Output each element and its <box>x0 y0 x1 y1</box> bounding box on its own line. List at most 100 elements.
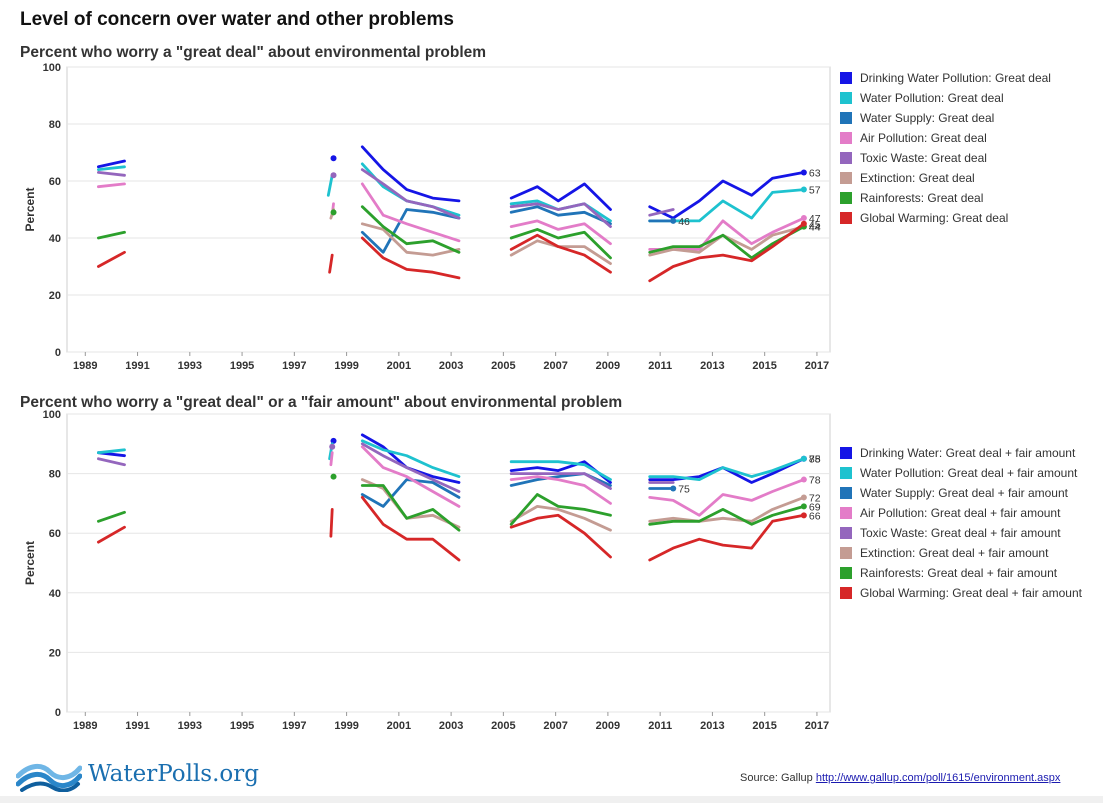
legend-swatch <box>840 467 852 479</box>
series-water-supply-great-deal-line <box>509 205 612 226</box>
series-air-pollution-great-deal-end-label: 47 <box>809 213 821 225</box>
y-tick-label: 0 <box>55 707 61 719</box>
legend-item-air-pollution-great-deal[interactable]: Air Pollution: Great deal <box>840 128 1051 148</box>
waterpolls-logo[interactable]: WaterPolls.org <box>16 756 259 792</box>
series-rainforests-great-deal-fair-amount-end-point <box>800 503 807 510</box>
legend-item-water-pollution-great-deal-fair-amount[interactable]: Water Pollution: Great deal + fair amoun… <box>840 463 1082 483</box>
series-global-warming-great-deal-line <box>97 250 126 268</box>
source-note: Source: Gallup http://www.gallup.com/pol… <box>740 772 1060 784</box>
legend-item-global-warming-great-deal[interactable]: Global Warming: Great deal <box>840 208 1051 228</box>
legend-swatch <box>840 72 852 84</box>
x-tick-label: 1997 <box>282 720 306 732</box>
x-tick-label: 2003 <box>439 720 463 732</box>
x-tick-label: 1989 <box>73 360 97 372</box>
legend-item-extinction-great-deal[interactable]: Extinction: Great deal <box>840 168 1051 188</box>
series-air-pollution-great-deal-line <box>509 219 612 246</box>
series-extinction-great-deal-end-label: 44 <box>809 222 821 234</box>
x-tick-label: 2009 <box>596 720 620 732</box>
legend-label: Air Pollution: Great deal <box>860 131 987 145</box>
legend-item-water-pollution-great-deal[interactable]: Water Pollution: Great deal <box>840 88 1051 108</box>
x-tick-label: 2015 <box>752 720 776 732</box>
series-global-warming-great-deal-fair-amount-end-label: 66 <box>809 510 821 522</box>
series-global-warming-great-deal-fair-amount-line <box>648 513 806 562</box>
legend-item-water-supply-great-deal[interactable]: Water Supply: Great deal <box>840 108 1051 128</box>
legend-item-drinking-water-great-deal-fair-amount[interactable]: Drinking Water: Great deal + fair amount <box>840 443 1082 463</box>
x-tick-label: 2009 <box>596 360 620 372</box>
legend-label: Air Pollution: Great deal + fair amount <box>860 506 1061 520</box>
y-tick-label: 60 <box>49 176 61 188</box>
series-toxic-waste-great-deal-line <box>360 168 461 220</box>
series-water-pollution-great-deal-fair-amount-end-point <box>800 455 807 462</box>
series-air-pollution-great-deal-end-point <box>800 215 807 222</box>
legend-swatch <box>840 172 852 184</box>
series-rainforests-great-deal-point <box>330 209 337 216</box>
legend-label: Global Warming: Great deal + fair amount <box>860 586 1082 600</box>
legend-swatch <box>840 507 852 519</box>
series-global-warming-great-deal-fair-amount-line <box>360 496 461 562</box>
series-water-pollution-great-deal-fair-amount-line <box>509 460 612 481</box>
series-toxic-waste-great-deal-fair-amount-line <box>97 457 126 467</box>
series-water-supply-great-deal-line <box>360 208 461 254</box>
chart-great-deal: 0 20 40 60 80 100 1989 1991 1993 1995 1997 1999 2001… <box>23 62 831 372</box>
series-water-supply-great-deal-end-label: 46 <box>678 216 690 228</box>
wave-icon <box>16 764 82 792</box>
legend-label: Toxic Waste: Great deal <box>860 151 987 165</box>
series-water-pollution-great-deal-end-label: 57 <box>809 185 821 197</box>
series-water-pollution-great-deal-fair-amount-line <box>360 439 461 478</box>
y-tick-label: 20 <box>49 290 61 302</box>
series-air-pollution-great-deal-fair-amount-end-point <box>800 476 807 483</box>
series-extinction-great-deal-fair-amount-end-point <box>800 494 807 501</box>
x-tick-label: 2011 <box>648 720 672 732</box>
legend-item-water-supply-great-deal-fair-amount[interactable]: Water Supply: Great deal + fair amount <box>840 483 1082 503</box>
legend-item-toxic-waste-great-deal-fair-amount[interactable]: Toxic Waste: Great deal + fair amount <box>840 523 1082 543</box>
legend-swatch <box>840 447 852 459</box>
x-tick-label: 1995 <box>230 720 254 732</box>
plot-area <box>66 413 831 713</box>
chart-title-great-deal-fair-amount: Percent who worry a "great deal" or a "f… <box>20 394 623 411</box>
x-tick-label: 2011 <box>648 360 672 372</box>
x-tick-label: 2015 <box>752 360 776 372</box>
legend-label: Water Supply: Great deal <box>860 111 995 125</box>
legend-swatch <box>840 92 852 104</box>
legend-item-toxic-waste-great-deal[interactable]: Toxic Waste: Great deal <box>840 148 1051 168</box>
series-extinction-great-deal-fair-amount-line <box>648 496 806 523</box>
series-global-warming-great-deal-fair-amount-line <box>97 525 126 544</box>
y-tick-label: 60 <box>49 528 61 540</box>
legend-item-rainforests-great-deal[interactable]: Rainforests: Great deal <box>840 188 1051 208</box>
series-drinking-water-pollution-great-deal-point <box>330 155 337 162</box>
x-tick-label: 1997 <box>282 360 306 372</box>
chart-great-deal-fair-amount: 0 20 40 60 80 100 1989 1991 1993 1995 1997 1999 2001… <box>23 409 831 732</box>
x-tick-label: 2005 <box>491 360 515 372</box>
y-tick-label: 40 <box>49 588 61 600</box>
legend-label: Water Supply: Great deal + fair amount <box>860 486 1068 500</box>
legend-swatch <box>840 567 852 579</box>
legend-label: Toxic Waste: Great deal + fair amount <box>860 526 1061 540</box>
series-extinction-great-deal-line <box>360 222 461 257</box>
series-toxic-waste-great-deal-fair-amount-line <box>360 442 461 493</box>
series-rainforests-great-deal-fair-amount-end-label: 69 <box>809 501 821 513</box>
series-global-warming-great-deal-line <box>648 222 806 283</box>
series-rainforests-great-deal-line <box>648 225 806 260</box>
legend-item-extinction-great-deal-fair-amount[interactable]: Extinction: Great deal + fair amount <box>840 543 1082 563</box>
legend-item-air-pollution-great-deal-fair-amount[interactable]: Air Pollution: Great deal + fair amount <box>840 503 1082 523</box>
series-water-supply-great-deal-fair-amount-line <box>360 478 461 508</box>
source-link[interactable]: http://www.gallup.com/poll/1615/environm… <box>815 772 1061 784</box>
chart-title-great-deal: Percent who worry a "great deal" about e… <box>20 44 487 61</box>
source-label: Source: Gallup <box>740 772 813 784</box>
series-extinction-great-deal-fair-amount-end-label: 72 <box>809 492 821 504</box>
legend-label: Water Pollution: Great deal + fair amoun… <box>860 466 1078 480</box>
series-global-warming-great-deal-line <box>509 233 612 274</box>
series-air-pollution-great-deal-line <box>97 182 126 189</box>
series-drinking-water-pollution-great-deal-line <box>509 182 612 211</box>
x-tick-label: 2003 <box>439 360 463 372</box>
series-rainforests-great-deal-fair-amount-line <box>97 510 126 523</box>
x-tick-label: 1989 <box>73 720 97 732</box>
legend-item-rainforests-great-deal-fair-amount[interactable]: Rainforests: Great deal + fair amount <box>840 563 1082 583</box>
series-toxic-waste-great-deal-point <box>330 172 337 179</box>
legend-item-global-warming-great-deal-fair-amount[interactable]: Global Warming: Great deal + fair amount <box>840 583 1082 603</box>
legend-item-drinking-water-pollution-great-deal[interactable]: Drinking Water Pollution: Great deal <box>840 68 1051 88</box>
series-drinking-water-pollution-great-deal-line <box>97 159 126 169</box>
series-rainforests-great-deal-line <box>97 230 126 240</box>
x-tick-label: 2007 <box>543 720 567 732</box>
y-tick-label: 100 <box>43 409 61 421</box>
